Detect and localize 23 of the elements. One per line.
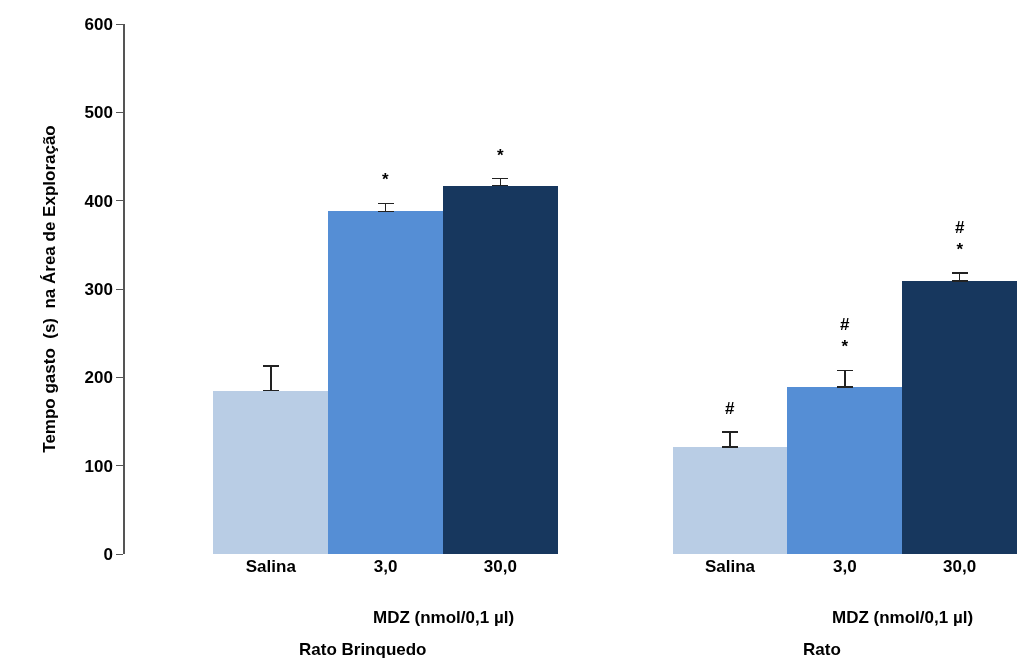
y-axis-title: Tempo gasto (s) na Área de Exploração	[39, 125, 59, 453]
data-label: *	[382, 170, 389, 189]
y-tick-label: 0	[103, 544, 113, 564]
data-label: # *	[955, 218, 965, 260]
text: Rato Brinquedo	[299, 640, 427, 659]
y-tick-label: 300	[84, 279, 113, 299]
data-label: #	[725, 399, 735, 418]
text: MDZ (nmol/0,1 µl)	[832, 608, 974, 627]
x-tick-label: 30,0	[943, 557, 977, 576]
y-tick-label: 200	[84, 368, 113, 388]
y-tick-label: 100	[84, 456, 113, 476]
x-tick-label: Salina	[704, 557, 756, 576]
x-tick-label: 3,0	[373, 557, 398, 576]
y-tick-label: 500	[84, 103, 113, 123]
x-tick-label: Salina	[245, 557, 297, 576]
text: Rato	[803, 640, 841, 659]
data-label: *	[497, 146, 504, 165]
text: MDZ (nmol/0,1 µl)	[373, 608, 515, 627]
data-label: # *	[840, 315, 850, 357]
x-tick-label: 30,0	[483, 557, 517, 576]
x-tick-label: 3,0	[832, 557, 857, 576]
y-tick-label: 400	[84, 191, 113, 211]
y-tick-label: 600	[84, 14, 113, 34]
